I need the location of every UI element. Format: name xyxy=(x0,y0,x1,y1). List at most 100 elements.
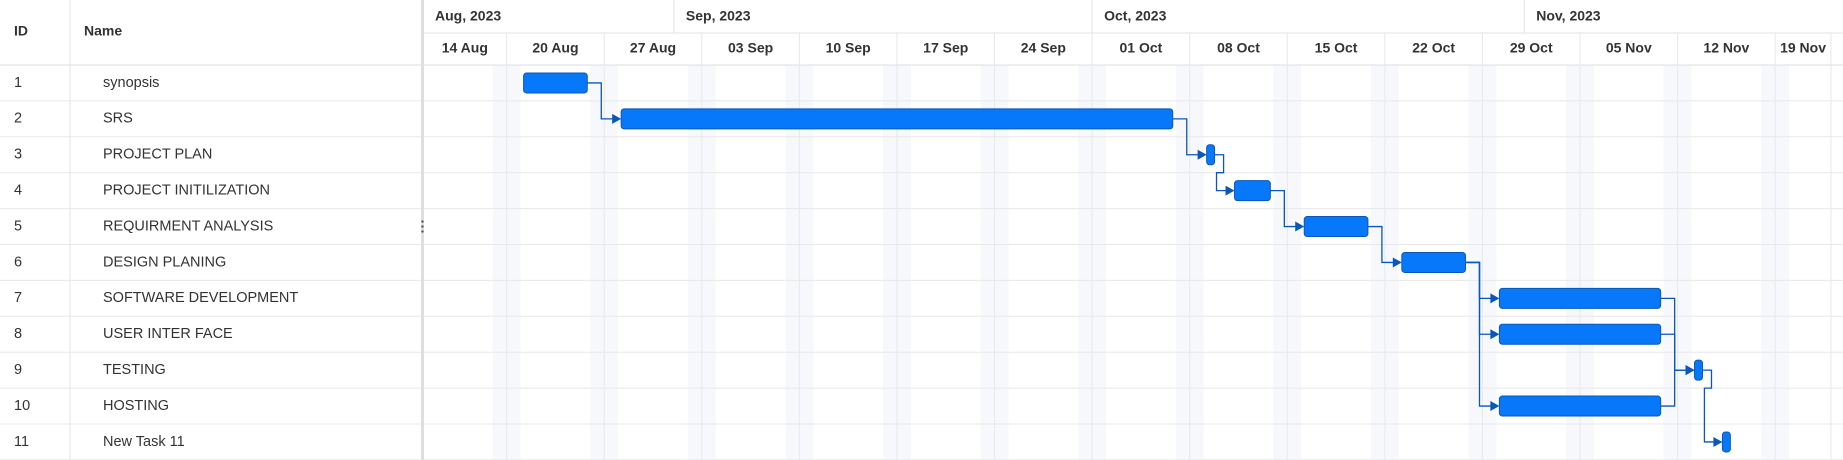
column-header: Name xyxy=(84,23,122,39)
task-name: SRS xyxy=(103,111,133,127)
task-id: 9 xyxy=(14,362,22,378)
weekend-shade xyxy=(1175,65,1190,460)
task-bar[interactable] xyxy=(1303,216,1369,238)
week-label: 15 Oct xyxy=(1315,40,1358,56)
connector xyxy=(1172,118,1199,156)
connector xyxy=(1702,369,1715,443)
task-bar[interactable] xyxy=(1498,287,1662,309)
weekend-shade xyxy=(604,65,619,460)
task-name: USER INTER FACE xyxy=(103,326,233,342)
task-name: synopsis xyxy=(103,75,159,91)
task-name: SOFTWARE DEVELOPMENT xyxy=(103,290,298,306)
weekend-shade xyxy=(1370,65,1385,460)
task-id: 11 xyxy=(14,434,29,450)
task-bar[interactable] xyxy=(523,72,588,94)
week-label: 05 Nov xyxy=(1606,40,1652,56)
connector xyxy=(1214,154,1227,192)
weekend-shade xyxy=(994,65,1009,460)
week-label: 08 Oct xyxy=(1217,40,1260,56)
task-id: 2 xyxy=(14,111,22,127)
weekend-shade xyxy=(687,65,702,460)
weekend-shade xyxy=(1189,65,1204,460)
week-label: 24 Sep xyxy=(1021,40,1066,56)
weekend-shade xyxy=(785,65,800,460)
connector-arrow xyxy=(1295,221,1305,232)
week-label: 12 Nov xyxy=(1703,40,1749,56)
month-label: Sep, 2023 xyxy=(686,8,751,24)
task-id: 1 xyxy=(14,75,22,91)
week-label: 19 Nov xyxy=(1780,40,1826,56)
splitter-dot xyxy=(421,220,424,223)
weekend-shade xyxy=(1580,65,1594,460)
weekend-shade xyxy=(1273,65,1288,460)
connector-arrow xyxy=(1490,293,1500,304)
task-bar[interactable] xyxy=(1498,323,1662,345)
month-label: Nov, 2023 xyxy=(1536,8,1601,24)
column-header: ID xyxy=(14,23,28,39)
weekend-shade xyxy=(590,65,605,460)
task-id: 10 xyxy=(14,398,30,414)
month-label: Aug, 2023 xyxy=(435,8,501,24)
week-label: 22 Oct xyxy=(1412,40,1455,56)
month-label: Oct, 2023 xyxy=(1104,8,1166,24)
task-bar[interactable] xyxy=(1721,431,1731,453)
week-label: 03 Sep xyxy=(728,40,773,56)
splitter-dot xyxy=(421,230,424,233)
task-name: TESTING xyxy=(103,362,166,378)
week-label: 01 Oct xyxy=(1120,40,1163,56)
task-bar[interactable] xyxy=(1206,144,1216,166)
weekend-shade xyxy=(1677,65,1692,460)
weekend-shade xyxy=(1092,65,1107,460)
week-label: 17 Sep xyxy=(923,40,968,56)
weekend-shade xyxy=(799,65,814,460)
connector-arrow xyxy=(1225,185,1235,196)
weekend-shade xyxy=(1482,65,1497,460)
splitter[interactable] xyxy=(421,0,424,460)
week-label: 29 Oct xyxy=(1510,40,1553,56)
connector xyxy=(1367,225,1394,264)
connector xyxy=(1660,369,1687,407)
week-label: 27 Aug xyxy=(630,40,676,56)
task-id: 6 xyxy=(14,254,22,270)
task-bar[interactable] xyxy=(1694,359,1703,381)
week-label: 20 Aug xyxy=(532,40,578,56)
weekend-shade xyxy=(1775,65,1790,460)
weekend-shade xyxy=(1663,65,1678,460)
weekend-shade xyxy=(1761,65,1776,460)
splitter-dot xyxy=(421,225,424,228)
weekend-shade xyxy=(1566,65,1581,460)
task-name: New Task 11 xyxy=(103,434,185,450)
task-id: 5 xyxy=(14,218,22,234)
connector-arrow xyxy=(1197,149,1207,160)
task-name: PROJECT PLAN xyxy=(103,147,212,163)
weekend-shade xyxy=(896,65,911,460)
task-id: 4 xyxy=(14,182,22,198)
task-bar[interactable] xyxy=(1498,395,1662,417)
weekend-shade xyxy=(506,65,521,460)
connector xyxy=(587,82,614,120)
task-bar[interactable] xyxy=(620,108,1174,130)
connector-arrow xyxy=(1392,257,1402,268)
task-bar[interactable] xyxy=(1234,180,1271,202)
connector-arrow xyxy=(1490,329,1500,340)
connector-arrow xyxy=(612,113,622,124)
weekend-shade xyxy=(701,65,716,460)
connector-arrow xyxy=(1685,365,1695,376)
weekend-shade xyxy=(492,65,507,460)
connector-arrow xyxy=(1713,436,1723,447)
connector-arrow xyxy=(1490,401,1500,412)
task-name: HOSTING xyxy=(103,398,169,414)
task-name: DESIGN PLANING xyxy=(103,254,226,270)
task-name: REQUIRMENT ANALYSIS xyxy=(103,218,273,234)
week-label: 14 Aug xyxy=(442,40,488,56)
weekend-shade xyxy=(1078,65,1093,460)
task-name: PROJECT INITILIZATION xyxy=(103,182,270,198)
task-id: 3 xyxy=(14,147,22,163)
task-id: 7 xyxy=(14,290,22,306)
task-bar[interactable] xyxy=(1401,251,1467,273)
week-label: 10 Sep xyxy=(826,40,871,56)
weekend-shade xyxy=(883,65,897,460)
weekend-shade xyxy=(1287,65,1302,460)
